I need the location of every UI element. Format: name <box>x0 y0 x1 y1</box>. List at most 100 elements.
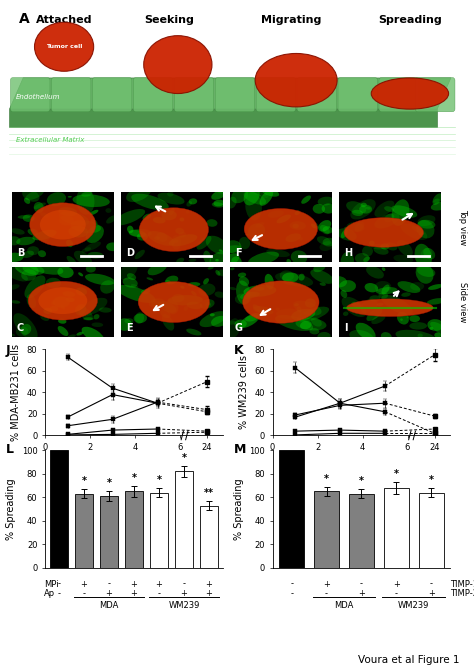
Text: *: * <box>428 475 434 485</box>
Ellipse shape <box>7 237 20 245</box>
Ellipse shape <box>401 223 427 240</box>
Ellipse shape <box>219 249 222 251</box>
Ellipse shape <box>319 282 326 286</box>
Ellipse shape <box>244 285 276 297</box>
FancyBboxPatch shape <box>256 77 296 112</box>
Ellipse shape <box>397 240 413 257</box>
Ellipse shape <box>235 320 247 328</box>
Ellipse shape <box>116 285 155 303</box>
Ellipse shape <box>22 251 34 258</box>
Ellipse shape <box>362 246 373 257</box>
Bar <box>200 505 218 568</box>
Text: -: - <box>57 589 60 598</box>
Ellipse shape <box>369 241 374 245</box>
X-axis label: Time (h): Time (h) <box>341 458 382 468</box>
FancyBboxPatch shape <box>338 77 378 112</box>
Ellipse shape <box>27 246 39 255</box>
Ellipse shape <box>262 188 279 197</box>
Ellipse shape <box>86 265 96 273</box>
Bar <box>150 493 168 568</box>
Ellipse shape <box>352 210 363 216</box>
Text: +: + <box>323 579 330 589</box>
Ellipse shape <box>378 292 388 298</box>
Ellipse shape <box>128 229 152 237</box>
Ellipse shape <box>172 235 181 249</box>
Ellipse shape <box>67 256 77 265</box>
Ellipse shape <box>428 319 444 331</box>
Text: -: - <box>108 579 110 589</box>
Ellipse shape <box>258 192 268 198</box>
Ellipse shape <box>294 303 299 306</box>
Text: M: M <box>233 444 246 456</box>
Ellipse shape <box>113 209 145 226</box>
Ellipse shape <box>68 196 72 198</box>
Ellipse shape <box>369 295 380 302</box>
Ellipse shape <box>295 318 327 331</box>
Ellipse shape <box>11 228 25 235</box>
Text: *: * <box>324 474 329 484</box>
Ellipse shape <box>106 215 117 224</box>
Text: MDA: MDA <box>99 601 118 610</box>
Ellipse shape <box>82 247 91 253</box>
Ellipse shape <box>311 224 316 228</box>
Ellipse shape <box>434 333 441 338</box>
Bar <box>175 472 193 568</box>
Ellipse shape <box>419 233 424 235</box>
Ellipse shape <box>343 311 348 316</box>
Ellipse shape <box>40 212 48 218</box>
Ellipse shape <box>22 189 39 202</box>
Ellipse shape <box>248 223 265 239</box>
Ellipse shape <box>125 319 134 324</box>
Ellipse shape <box>76 332 83 335</box>
Ellipse shape <box>213 200 224 206</box>
Ellipse shape <box>410 322 427 329</box>
Text: TIMP-2: TIMP-2 <box>450 589 474 598</box>
Ellipse shape <box>146 278 153 280</box>
Ellipse shape <box>252 287 264 290</box>
Ellipse shape <box>18 215 30 219</box>
Ellipse shape <box>374 247 389 255</box>
Text: D: D <box>126 248 134 258</box>
Text: -: - <box>325 589 328 598</box>
Text: G: G <box>235 323 243 333</box>
Ellipse shape <box>318 332 331 341</box>
Bar <box>50 450 68 568</box>
Ellipse shape <box>276 308 280 310</box>
Text: *: * <box>359 476 364 486</box>
Ellipse shape <box>139 208 209 251</box>
Ellipse shape <box>400 319 403 321</box>
Ellipse shape <box>313 204 325 214</box>
Ellipse shape <box>212 202 224 208</box>
Ellipse shape <box>386 243 398 251</box>
Y-axis label: % Spreading: % Spreading <box>6 478 16 540</box>
Ellipse shape <box>393 255 413 263</box>
Ellipse shape <box>298 237 303 241</box>
Text: MPi: MPi <box>44 579 58 589</box>
Ellipse shape <box>218 190 226 194</box>
Ellipse shape <box>5 253 23 262</box>
X-axis label: Time (h): Time (h) <box>113 458 155 468</box>
Bar <box>349 494 374 568</box>
Ellipse shape <box>365 283 378 292</box>
Ellipse shape <box>219 245 241 254</box>
Ellipse shape <box>203 251 211 263</box>
Text: **: ** <box>204 488 214 498</box>
Ellipse shape <box>350 199 376 220</box>
Ellipse shape <box>91 323 103 327</box>
Ellipse shape <box>11 300 20 304</box>
Ellipse shape <box>144 36 212 93</box>
Ellipse shape <box>0 264 28 282</box>
Text: I: I <box>344 323 347 333</box>
Ellipse shape <box>382 284 390 294</box>
Ellipse shape <box>374 200 394 217</box>
Bar <box>125 491 143 568</box>
Ellipse shape <box>384 206 394 212</box>
Text: Attached: Attached <box>36 15 92 25</box>
Ellipse shape <box>207 219 218 226</box>
Ellipse shape <box>416 220 435 239</box>
Ellipse shape <box>248 251 279 265</box>
Ellipse shape <box>172 294 184 302</box>
Ellipse shape <box>165 300 178 314</box>
Ellipse shape <box>253 191 267 196</box>
Ellipse shape <box>285 233 301 242</box>
